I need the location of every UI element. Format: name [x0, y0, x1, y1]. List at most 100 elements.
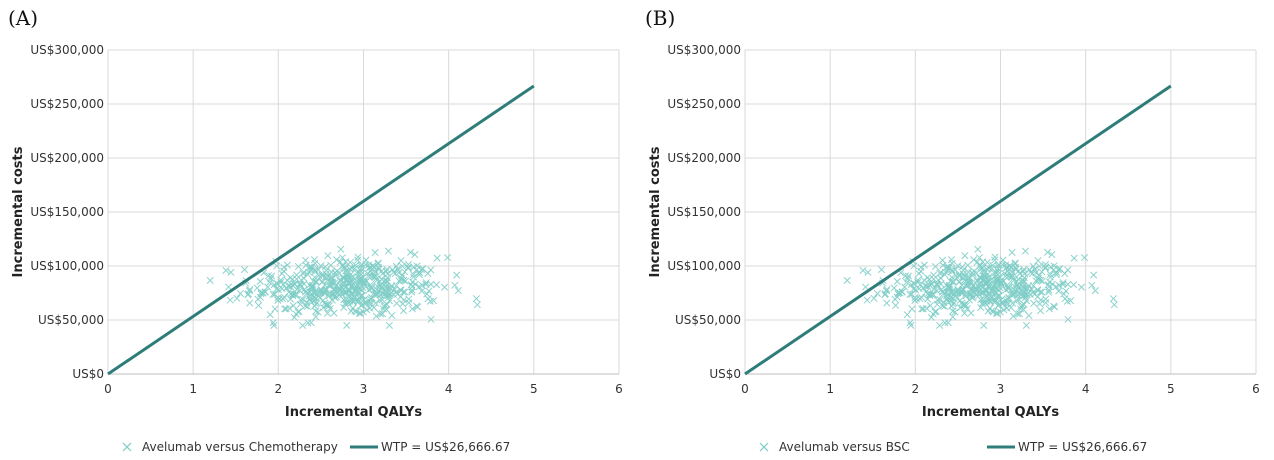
scatter-point [1090, 271, 1098, 279]
scatter-point [281, 293, 289, 302]
scatter-point [394, 265, 402, 273]
scatter-point [1045, 305, 1053, 313]
scatter-point [293, 285, 301, 293]
scatter-point [936, 321, 944, 329]
scatter-point [1035, 271, 1043, 279]
scatter-point [401, 268, 409, 276]
scatter-point [1019, 282, 1027, 290]
scatter-point [269, 319, 277, 327]
scatter-point [1052, 271, 1060, 279]
legend-label-line: WTP = US$26,666.67 [381, 440, 510, 454]
scatter-point [281, 305, 289, 313]
scatter-point [353, 281, 361, 289]
x-axis-title: Incremental QALYs [285, 405, 422, 420]
scatter-point [1004, 272, 1012, 280]
legend-marker-scatter [122, 442, 132, 452]
scatter-point [1025, 311, 1033, 320]
scatter-point [918, 305, 926, 313]
scatter-point [299, 296, 307, 304]
scatter-point [906, 319, 914, 327]
scatter-point [1020, 300, 1028, 308]
scatter-point [372, 312, 380, 320]
scatter-point [991, 253, 999, 261]
scatter-point [236, 290, 244, 298]
scatter-point [397, 293, 405, 301]
x-tick-label: 6 [1252, 382, 1260, 396]
scatter-point [270, 321, 278, 329]
scatter-point [985, 272, 993, 280]
scatter-point [1061, 269, 1069, 278]
scatter-point [371, 299, 380, 307]
scatter-point [908, 305, 916, 313]
scatter-point [992, 278, 1000, 286]
scatter-point [896, 289, 904, 297]
scatter-point [1054, 266, 1062, 274]
scatter-point [376, 310, 385, 318]
scatter-point [370, 263, 378, 271]
scatter-point [287, 295, 295, 303]
scatter-point [1059, 279, 1067, 287]
scatter-point [983, 297, 991, 305]
scatter-point [926, 291, 934, 300]
scatter-point [1034, 257, 1042, 265]
x-tick-label: 0 [104, 382, 112, 396]
scatter-point [964, 261, 972, 269]
scatter-point [348, 291, 356, 299]
scatter-point [340, 289, 348, 297]
scatter-point [918, 293, 926, 302]
scatter-point [1038, 268, 1046, 276]
scatter-point [287, 283, 295, 291]
scatter-point [1088, 281, 1096, 289]
scatter-point [341, 264, 349, 272]
scatter-point [1050, 302, 1058, 310]
scatter-point [990, 281, 998, 289]
scatter-point [357, 291, 365, 300]
scatter-point [1077, 283, 1086, 291]
scatter-point [1005, 283, 1013, 292]
scatter-point [318, 271, 326, 279]
scatter-chart-b: 0 1 2 3 4 5 6 US$0 US$50,000 US$100,000 US$150,000… [648, 43, 1260, 454]
scatter-point [354, 253, 362, 261]
scatter-point [283, 261, 291, 269]
scatter-point [1036, 307, 1045, 315]
scatter-point [317, 262, 325, 270]
x-tick-label: 0 [741, 382, 749, 396]
scatter-point [311, 273, 319, 281]
legend-marker-scatter [759, 442, 769, 452]
scatter-point [415, 283, 423, 291]
scatter-point [355, 288, 363, 296]
scatter-point [931, 308, 939, 316]
scatter-point [388, 311, 396, 320]
scatter-point [1027, 268, 1035, 276]
scatter-point [454, 287, 462, 295]
wtp-line [744, 84, 1172, 376]
scatter-point [949, 277, 957, 285]
scatter-point [965, 278, 973, 286]
scatter-point [321, 299, 329, 307]
scatter-point [371, 290, 379, 298]
scatter-point [931, 262, 939, 271]
scatter-point [1066, 297, 1075, 305]
scatter-point [993, 275, 1001, 283]
scatter-point [347, 270, 355, 278]
scatter-point [943, 295, 951, 303]
x-tick-label: 2 [912, 382, 920, 396]
scatter-point [309, 277, 317, 285]
scatter-point [996, 308, 1004, 316]
scatter-point [280, 263, 288, 271]
scatter-point [279, 281, 287, 289]
x-tick-label: 1 [826, 382, 834, 396]
scatter-point [398, 262, 406, 270]
scatter-point [1048, 251, 1056, 259]
scatter-point [915, 270, 923, 278]
scatter-point [320, 304, 328, 312]
y-tick-label: US$0 [72, 367, 104, 381]
scatter-series [206, 245, 481, 329]
scatter-point [314, 308, 322, 316]
scatter-point [376, 281, 384, 289]
panel-label: (B) [645, 6, 676, 30]
y-tick-label: US$200,000 [30, 151, 104, 165]
scatter-point [1030, 299, 1038, 307]
scatter-point [381, 277, 390, 285]
scatter-point [960, 309, 969, 317]
